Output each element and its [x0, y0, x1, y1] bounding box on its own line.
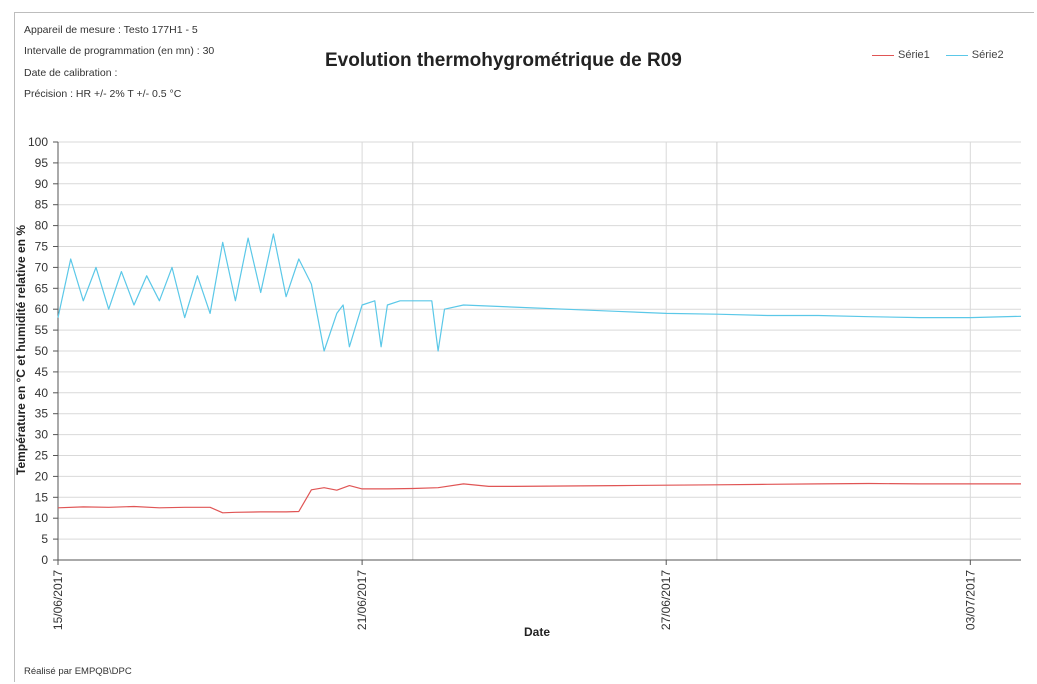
y-tick-label-11: 55 — [35, 323, 49, 337]
legend: Série1 Série2 — [872, 49, 1004, 61]
y-tick-label-2: 10 — [35, 511, 49, 525]
x-tick-label-0: 15/06/2017 — [51, 570, 65, 630]
x-tick-label-3: 03/07/2017 — [963, 570, 977, 630]
legend-label-serie2: Série2 — [971, 49, 1004, 61]
y-tick-label-3: 15 — [35, 490, 49, 504]
y-tick-label-4: 20 — [35, 469, 49, 483]
x-tick-label-1: 21/06/2017 — [355, 570, 369, 630]
legend-swatch-serie1 — [872, 54, 894, 56]
y-tick-label-8: 40 — [35, 386, 49, 400]
y-tick-label-1: 5 — [41, 532, 48, 546]
y-tick-label-15: 75 — [35, 240, 49, 254]
legend-item-serie2: Série2 — [945, 49, 1004, 61]
meta-calibration: Date de calibration : — [24, 67, 118, 79]
meta-interval: Intervalle de programmation (en mn) : 30 — [24, 45, 215, 57]
grid-horizontal — [58, 141, 1021, 561]
y-tick-label-12: 60 — [35, 302, 49, 316]
grid-vertical — [361, 142, 971, 560]
y-tick-label-17: 85 — [35, 198, 49, 212]
y-tick-label-7: 35 — [35, 407, 49, 421]
y-tick-label-16: 80 — [35, 219, 49, 233]
y-tick-label-18: 90 — [35, 177, 49, 191]
meta-device: Appareil de mesure : Testo 177H1 - 5 — [24, 24, 198, 36]
x-axis-title: Date — [524, 625, 550, 639]
legend-swatch-serie2 — [945, 54, 968, 56]
footer-credit: Réalisé par EMPQB\DPC — [24, 666, 132, 677]
y-tick-label-0: 0 — [41, 553, 48, 567]
chart-frame — [14, 12, 1034, 682]
y-tick-label-5: 25 — [35, 449, 49, 463]
y-tick-label-14: 70 — [35, 260, 49, 274]
y-tick-label-6: 30 — [35, 428, 49, 442]
y-tick-labels: 0 5 10 15 20 25 30 35 40 45 50 55 60 65 70 75 80 85 90 95 10… — [28, 135, 48, 567]
y-tick-label-20: 100 — [28, 135, 48, 149]
legend-item-serie1: Série1 — [872, 49, 930, 61]
y-axis-title: Température en °C et humidité relative e… — [14, 225, 28, 475]
x-tick-labels: 15/06/2017 21/06/2017 27/06/2017 03/07/2017 — [51, 570, 977, 630]
meta-precision: Précision : HR +/- 2% T +/- 0.5 °C — [24, 88, 182, 100]
axes — [53, 141, 1021, 565]
chart-title: Evolution thermohygrométrique de R09 — [325, 50, 682, 71]
legend-label-serie1: Série1 — [898, 49, 930, 61]
y-tick-label-9: 45 — [35, 365, 49, 379]
y-tick-label-10: 50 — [35, 344, 49, 358]
series-lines — [57, 233, 1022, 514]
y-tick-label-19: 95 — [35, 156, 49, 170]
x-tick-label-2: 27/06/2017 — [659, 570, 673, 630]
series-line-1 — [57, 482, 1021, 514]
y-tick-label-13: 65 — [35, 281, 49, 295]
series-line-2 — [57, 233, 1022, 352]
